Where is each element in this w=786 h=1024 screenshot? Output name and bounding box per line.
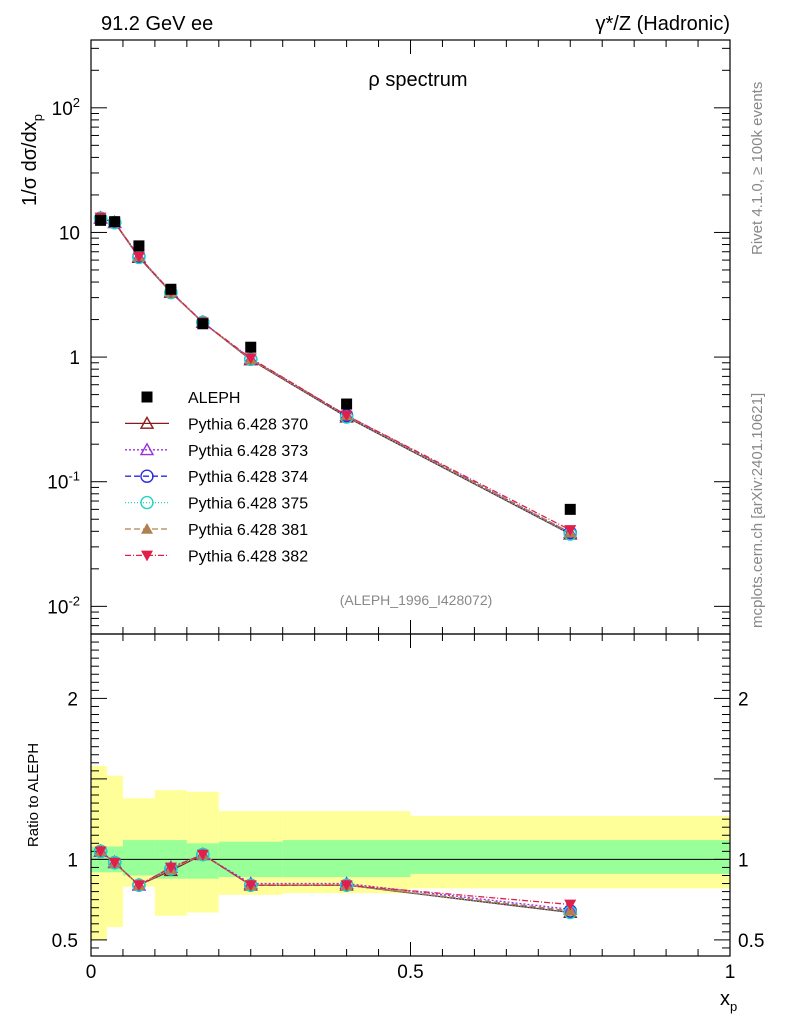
chart-title: ρ spectrum: [368, 69, 467, 91]
main-plot-frame: [90, 39, 731, 635]
ratio-marker-p382: [108, 857, 121, 869]
ratio-y-tick-label-right: 1: [738, 850, 749, 871]
ratio-y-axis-label: Ratio to ALEPH: [25, 743, 42, 847]
marker-p382: [340, 410, 353, 422]
y-axis-label-main: 1/σ dσ/dx: [19, 121, 41, 206]
series-line-p370: [100, 217, 571, 535]
data-point-aleph: [341, 398, 353, 410]
series-line-p373: [100, 217, 571, 534]
marker-p382: [564, 525, 577, 536]
legend-label-p374: Pythia 6.428 374: [188, 469, 308, 486]
marker-p382: [132, 251, 145, 263]
band-inner-6: [282, 840, 411, 878]
data-point-aleph: [95, 214, 107, 226]
legend-label-p381: Pythia 6.428 381: [188, 522, 308, 539]
legend-marker-p374: [140, 469, 154, 483]
x-tick-label: 0.5: [397, 962, 423, 983]
marker-p382: [244, 353, 257, 365]
ratio-marker-p382: [132, 880, 145, 892]
band-inner-7: [410, 840, 730, 874]
legend-marker-p375: [140, 495, 154, 510]
analysis-watermark: (ALEPH_1996_I428072): [340, 592, 493, 608]
header-right: γ*/Z (Hadronic): [596, 13, 730, 35]
legend-marker-p382: [141, 550, 153, 562]
header-left: 91.2 GeV ee: [101, 13, 213, 35]
legend-label-aleph: ALEPH: [188, 390, 240, 407]
legend-marker-p370: [139, 415, 155, 429]
ratio-marker-p382: [94, 846, 107, 858]
ratio-y-tick-label-left: 0.5: [52, 931, 78, 952]
x-axis-label: xp: [720, 988, 737, 1014]
y-axis-label: 1/σ dσ/dxp: [19, 114, 45, 206]
series-line-p381: [100, 217, 571, 534]
data-point-aleph: [165, 283, 177, 295]
ratio-marker-p382: [196, 849, 209, 861]
legend-label-p375: Pythia 6.428 375: [188, 496, 308, 513]
series-line-p375: [100, 217, 571, 535]
y-tick-label: 10-2: [47, 593, 80, 618]
x-tick-label: 0: [86, 962, 97, 983]
x-axis-label-main: x: [720, 988, 730, 1010]
data-point-aleph: [245, 341, 257, 353]
ratio-y-tick-label-right: 0.5: [738, 931, 764, 952]
data-point-aleph: [109, 216, 121, 228]
ratio-y-tick-label-right: 2: [738, 689, 749, 710]
y-tick-label: 10-1: [47, 469, 80, 494]
data-point-aleph: [564, 503, 576, 515]
legend-label-p373: Pythia 6.428 373: [188, 443, 308, 460]
ratio-marker-p382: [564, 899, 577, 911]
y-axis-label-sub: p: [30, 114, 45, 121]
series-line-p374: [100, 217, 571, 534]
ratio-y-tick-label-left: 1: [67, 850, 78, 871]
ratio-y-tick-label-left: 2: [67, 689, 78, 710]
x-tick-label: 1: [725, 962, 736, 983]
rivet-version-text: Rivet 4.1.0, ≥ 100k events: [749, 82, 766, 255]
legend-label-p370: Pythia 6.428 370: [188, 416, 308, 433]
ratio-marker-p382: [340, 880, 353, 892]
data-point-aleph: [133, 240, 145, 252]
data-point-aleph: [197, 318, 209, 330]
series-line-p382: [100, 216, 571, 531]
ratio-marker-p382: [244, 880, 257, 892]
legend-label-p382: Pythia 6.428 382: [188, 548, 308, 565]
y-tick-label: 1: [69, 348, 80, 369]
band-inner-2: [122, 840, 155, 876]
svg-text:1/σ dσ/dxp: 1/σ dσ/dxp: [19, 114, 45, 206]
x-axis-label-sub: p: [730, 999, 737, 1014]
ratio-marker-p382: [164, 862, 177, 874]
legend-marker-p373: [139, 442, 155, 456]
legend-marker-aleph: [141, 391, 153, 403]
source-url-text: mcplots.cern.ch [arXiv:2401.10621]: [749, 393, 766, 628]
y-tick-label: 102: [52, 95, 80, 120]
legend: ALEPH Pythia 6.428 370 Pythia 6.428 373 Pyt…: [125, 390, 308, 565]
uncertainty-bands: [91, 766, 730, 940]
series-markers: [93, 210, 578, 920]
y-tick-label: 10: [59, 223, 80, 244]
legend-marker-p381: [141, 523, 153, 534]
axis-ticks: [90, 40, 731, 956]
